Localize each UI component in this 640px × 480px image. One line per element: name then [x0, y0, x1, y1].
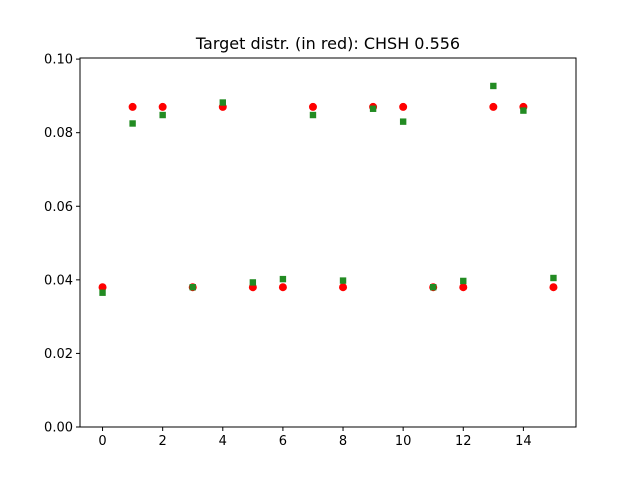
x-tick-label: 6	[279, 434, 287, 449]
red-circle-point	[128, 102, 137, 111]
green-square-point	[219, 99, 226, 106]
red-circle-point	[278, 283, 287, 292]
x-tick-label: 10	[395, 434, 412, 449]
y-tick-label: 0.08	[44, 126, 73, 141]
y-tick-label: 0.04	[44, 273, 73, 288]
green-square-point	[189, 283, 196, 291]
green-square-point	[369, 105, 377, 112]
green-square-point	[249, 279, 257, 286]
red-circle-point	[339, 283, 348, 292]
red-circle-point	[489, 102, 498, 111]
x-tick-label: 12	[455, 434, 472, 449]
x-tick-label: 8	[339, 434, 347, 449]
red-circle-point	[459, 283, 468, 292]
y-tick-label: 0.00	[44, 421, 73, 436]
green-square-point	[490, 82, 497, 90]
y-tick-label: 0.06	[44, 200, 73, 215]
green-square-point	[309, 111, 317, 119]
y-tick-label: 0.02	[44, 347, 73, 362]
x-tick-label: 4	[219, 434, 227, 449]
ticks-layer: 0 2 4 6 8 10 12 14 0.00 0.02 0.04 0.06 0.08 0.10	[44, 53, 532, 449]
green-square-point	[550, 274, 557, 282]
y-tick-label: 0.10	[44, 53, 73, 68]
x-tick-label: 0	[98, 434, 106, 449]
green-square-point	[399, 118, 407, 125]
red-circle-point	[158, 102, 167, 111]
green-square-point	[159, 111, 166, 119]
green-square-point	[460, 277, 467, 285]
green-square-point	[279, 275, 287, 283]
x-tick-label: 14	[515, 434, 532, 449]
green-square-point	[129, 120, 136, 127]
red-circle-point	[98, 283, 107, 292]
plot-frame	[79, 57, 577, 428]
green-square-point	[520, 107, 527, 114]
x-tick-label: 2	[159, 434, 167, 449]
red-circle-point	[399, 102, 408, 111]
red-circle-point	[308, 102, 317, 111]
green-square-point	[99, 289, 106, 296]
green-square-point	[339, 277, 347, 284]
green-square-point	[430, 283, 437, 291]
red-circle-point	[549, 283, 558, 292]
marks-layer	[98, 82, 558, 296]
chart-title: Target distr. (in red): CHSH 0.556	[195, 34, 460, 53]
